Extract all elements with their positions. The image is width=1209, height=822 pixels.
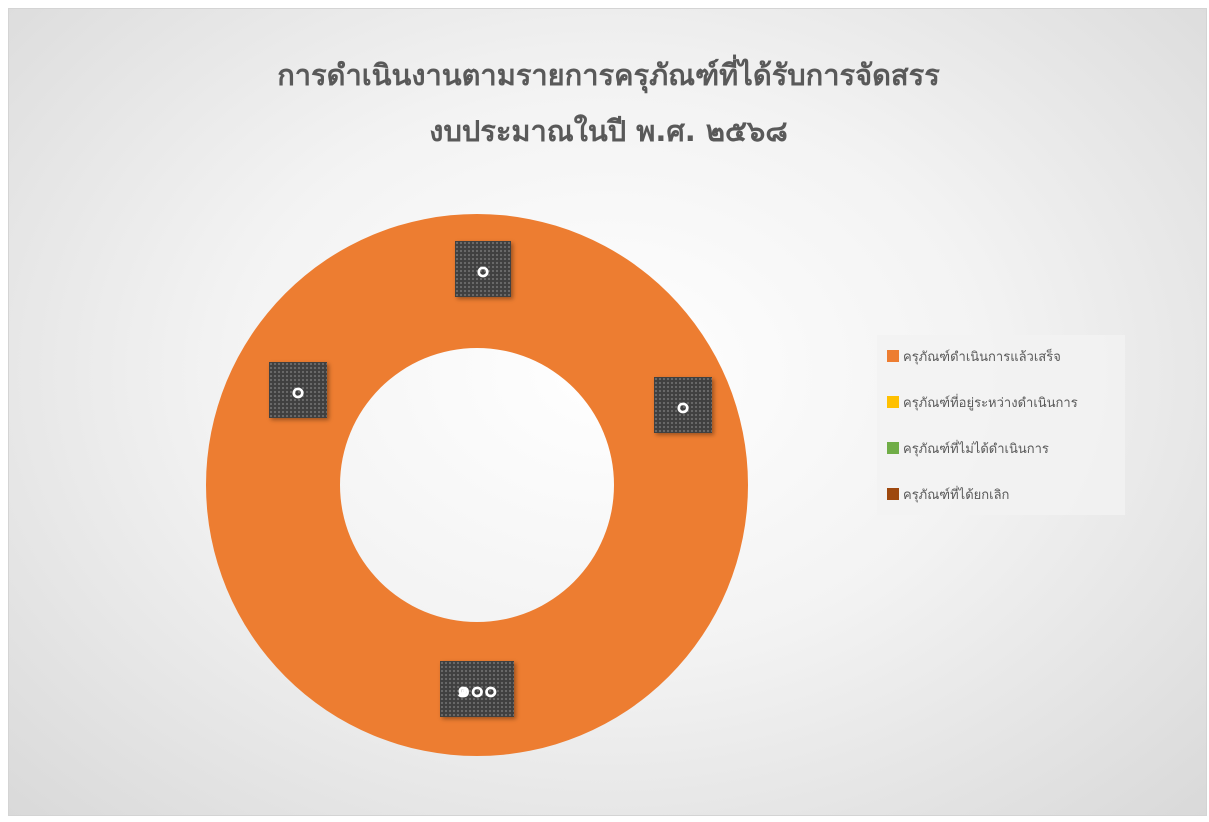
legend-swatch-not-started [887,442,899,454]
chart-title: การดำเนินงานตามรายการครุภัณฑ์ที่ได้รับกา… [9,47,1208,159]
data-label-in-progress: ๐ [455,241,511,297]
legend-item-in-progress: ครุภัณฑ์ที่อยู่ระหว่างดำเนินการ [887,390,1125,414]
legend-swatch-cancelled [887,488,899,500]
data-label-not-started: ๐ [654,377,712,433]
donut-slice-completed [206,214,748,756]
legend-label-completed: ครุภัณฑ์ดำเนินการแล้วเสร็จ [903,349,1061,365]
chart-title-line-1: การดำเนินงานตามรายการครุภัณฑ์ที่ได้รับกา… [277,58,940,92]
legend-label-in-progress: ครุภัณฑ์ที่อยู่ระหว่างดำเนินการ [903,395,1078,411]
chart-area: การดำเนินงานตามรายการครุภัณฑ์ที่ได้รับกา… [8,8,1207,816]
legend-label-cancelled: ครุภัณฑ์ที่ได้ยกเลิก [903,487,1010,503]
donut-chart [206,214,748,756]
chart-title-line-2: งบประมาณในปี พ.ศ. ๒๕๖๘ [429,114,788,148]
legend-item-not-started: ครุภัณฑ์ที่ไม่ได้ดำเนินการ [887,436,1125,460]
data-label-cancelled: ๐ [269,362,327,418]
legend-swatch-completed [887,350,899,362]
legend-item-completed: ครุภัณฑ์ดำเนินการแล้วเสร็จ [887,344,1125,368]
chart-legend: ครุภัณฑ์ดำเนินการแล้วเสร็จ ครุภัณฑ์ที่อย… [877,335,1125,515]
legend-swatch-in-progress [887,396,899,408]
legend-item-cancelled: ครุภัณฑ์ที่ได้ยกเลิก [887,482,1125,506]
legend-label-not-started: ครุภัณฑ์ที่ไม่ได้ดำเนินการ [903,441,1049,457]
data-label-completed: ๑๐๐ [440,661,514,717]
